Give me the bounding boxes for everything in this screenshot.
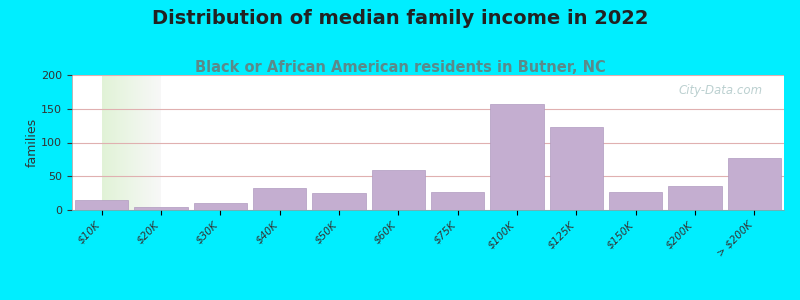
Bar [312,193,366,210]
Text: City-Data.com: City-Data.com [678,84,762,98]
Bar [431,192,484,210]
Bar [550,127,603,210]
Bar [134,207,188,210]
Bar [728,158,781,210]
Bar [372,169,425,210]
Text: Black or African American residents in Butner, NC: Black or African American residents in B… [194,60,606,75]
Y-axis label: families: families [26,118,38,167]
Bar [668,186,722,210]
Bar [253,188,306,210]
Bar [75,200,128,210]
Bar [609,192,662,210]
Bar [490,104,544,210]
Bar [194,203,247,210]
Text: Distribution of median family income in 2022: Distribution of median family income in … [152,9,648,28]
